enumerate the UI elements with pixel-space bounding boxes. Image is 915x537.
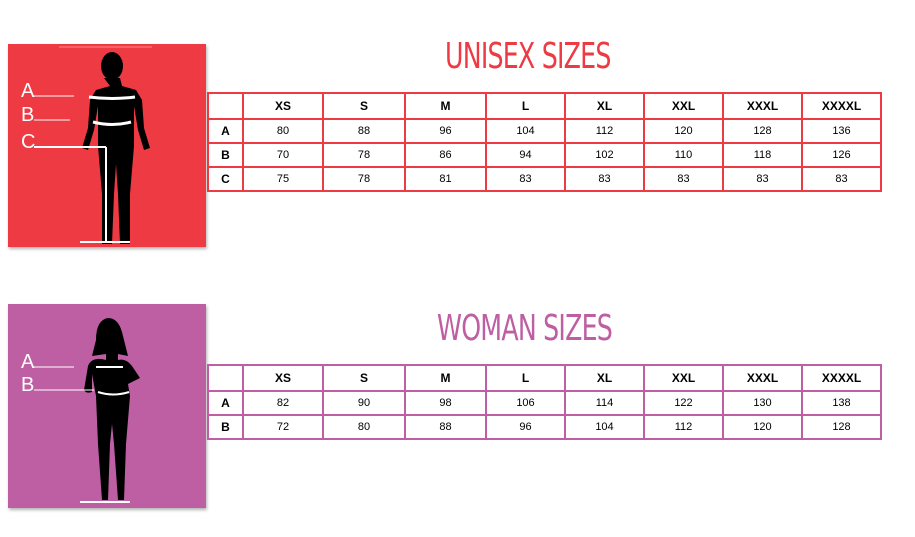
row-label: A [207,118,244,144]
table-row: C 75 78 81 83 83 83 83 83 [207,166,882,192]
table-cell: 104 [485,118,566,144]
woman-size-table: XS S M L XL XXL XXXL XXXXL A 82 90 98 106 114… [207,364,882,440]
table-cell: 104 [564,414,645,440]
table-cell: 83 [485,166,566,192]
table-cell: 80 [242,118,324,144]
size-header: XL [564,92,645,120]
table-cell: 81 [404,166,487,192]
table-cell: 112 [643,414,724,440]
table-cell: 128 [801,414,882,440]
table-cell: 83 [643,166,724,192]
female-silhouette-icon [34,318,140,503]
table-cell: 120 [722,414,803,440]
table-cell: 122 [643,390,724,416]
table-cell: 83 [722,166,803,192]
size-header: L [485,92,566,120]
table-row: A 82 90 98 106 114 122 130 138 [207,390,882,416]
table-cell: 70 [242,142,324,168]
woman-figure-panel: A B [8,304,206,508]
table-cell: 120 [643,118,724,144]
table-cell: 128 [722,118,803,144]
table-cell: 114 [564,390,645,416]
size-header: XXXXL [801,364,882,392]
header-row: XS S M L XL XXL XXXL XXXXL [207,364,882,392]
label-c: C [21,131,36,153]
table-cell: 136 [801,118,882,144]
table-cell: 88 [322,118,406,144]
row-label: B [207,142,244,168]
header-row: XS S M L XL XXL XXXL XXXXL [207,92,882,120]
unisex-title: UNISEX SIZES [445,36,611,77]
table-cell: 96 [404,118,487,144]
unisex-figure-panel: A B C [8,44,206,247]
row-label: A [207,390,244,416]
table-cell: 78 [322,142,406,168]
label-b: B [21,374,35,396]
table-cell: 112 [564,118,645,144]
size-header: XS [242,92,324,120]
table-cell: 126 [801,142,882,168]
size-header: M [404,92,487,120]
table-cell: 88 [404,414,487,440]
size-header: XXXL [722,364,803,392]
table-row: A 80 88 96 104 112 120 128 136 [207,118,882,144]
table-cell: 78 [322,166,406,192]
size-header: L [485,364,566,392]
male-silhouette-icon [34,46,152,244]
size-header: S [322,92,406,120]
table-cell: 118 [722,142,803,168]
table-cell: 94 [485,142,566,168]
table-row: B 70 78 86 94 102 110 118 126 [207,142,882,168]
table-cell: 83 [564,166,645,192]
label-b: B [21,104,35,126]
table-cell: 80 [322,414,406,440]
table-cell: 83 [801,166,882,192]
row-label: C [207,166,244,192]
size-header: XXXL [722,92,803,120]
size-header: XS [242,364,324,392]
table-cell: 106 [485,390,566,416]
table-cell: 75 [242,166,324,192]
size-header: XXL [643,364,724,392]
table-cell: 138 [801,390,882,416]
table-cell: 98 [404,390,487,416]
woman-title: WOMAN SIZES [437,308,613,349]
size-header: XL [564,364,645,392]
table-cell: 82 [242,390,324,416]
size-header: XXXXL [801,92,882,120]
size-header: XXL [643,92,724,120]
table-cell: 102 [564,142,645,168]
table-cell: 86 [404,142,487,168]
label-a: A [21,351,35,373]
unisex-size-table: XS S M L XL XXL XXXL XXXXL A 80 88 96 104 112… [207,92,882,192]
table-row: B 72 80 88 96 104 112 120 128 [207,414,882,440]
size-header: S [322,364,406,392]
size-header: M [404,364,487,392]
table-cell: 130 [722,390,803,416]
table-cell: 72 [242,414,324,440]
row-label: B [207,414,244,440]
table-cell: 90 [322,390,406,416]
table-cell: 110 [643,142,724,168]
label-a: A [21,80,35,102]
table-cell: 96 [485,414,566,440]
